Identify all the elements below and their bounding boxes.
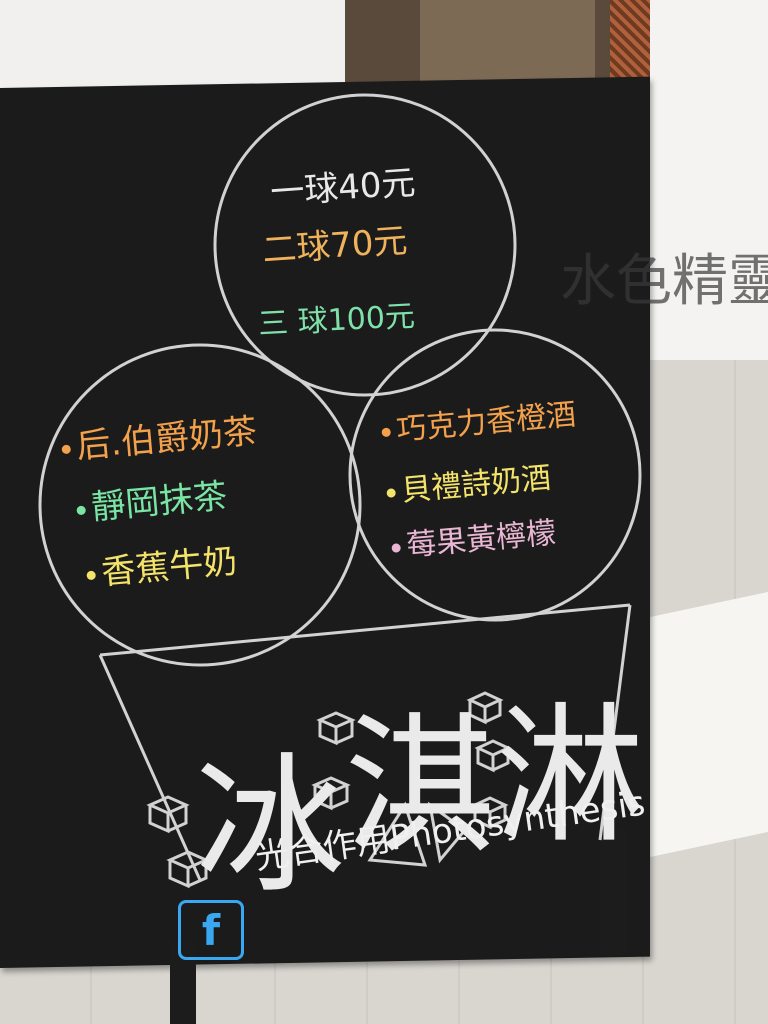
ice-cube-2 (166, 850, 210, 889)
price-three-scoops: 三 球100元 (257, 298, 416, 343)
bullet-dot (391, 543, 402, 553)
bullet-dot (381, 427, 392, 438)
ice-cube-5 (466, 691, 504, 725)
bullet-dot (61, 444, 72, 455)
board-leg-right (600, 830, 626, 955)
cone-scoop-1 (367, 801, 428, 867)
right-scoop-outline (348, 328, 642, 622)
bullet-dot (86, 570, 97, 581)
top-scoop-outline (213, 93, 517, 397)
bullet-dot (76, 505, 87, 516)
price-two-scoops: 二球70元 (261, 220, 409, 272)
faded-background-text: 水色精靈 (560, 249, 768, 314)
ice-cube-1 (146, 795, 190, 834)
title-char-ice: 冰 (195, 740, 346, 914)
ice-cube-4 (311, 776, 351, 811)
cone-scoop-2 (427, 801, 468, 864)
right-wall (650, 0, 768, 385)
cone-outline (98, 603, 632, 881)
title-char-lin: 淋 (495, 690, 646, 864)
left-scoop-outline (38, 343, 362, 667)
price-one-scoop: 一球40元 (269, 162, 417, 214)
bullet-dot (386, 488, 397, 498)
ice-cube-3 (316, 711, 356, 746)
ice-cube-6 (474, 739, 512, 773)
title-char-qi: 淇 (345, 700, 496, 874)
ice-cube-7 (471, 796, 509, 830)
facebook-icon: f (178, 900, 244, 960)
